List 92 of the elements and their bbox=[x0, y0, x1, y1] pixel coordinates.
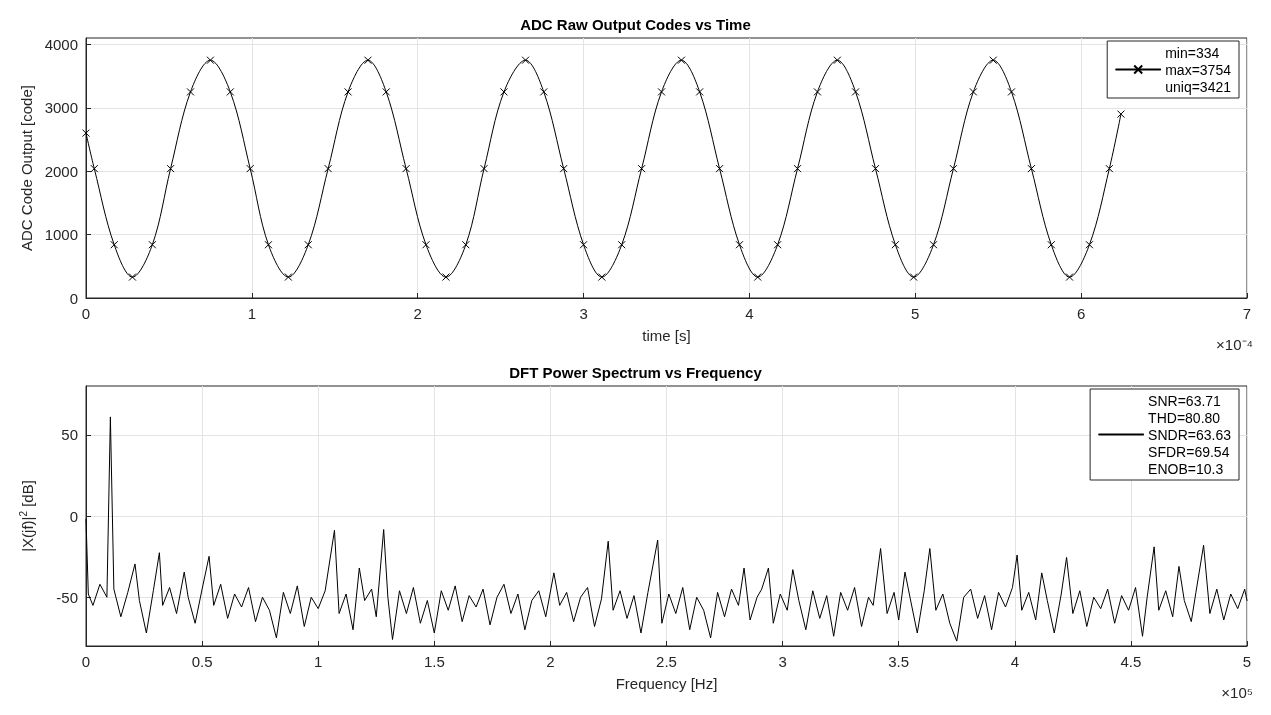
point bbox=[521, 56, 530, 65]
point bbox=[1047, 240, 1056, 249]
point bbox=[90, 164, 99, 173]
y-tick-label: -50 bbox=[56, 588, 78, 606]
point bbox=[891, 240, 900, 249]
point bbox=[499, 87, 508, 96]
x-tick-label: 5 bbox=[911, 305, 920, 322]
point bbox=[344, 87, 353, 96]
point bbox=[969, 87, 978, 96]
x-tick-label: 2 bbox=[546, 653, 555, 670]
point bbox=[833, 56, 842, 65]
point bbox=[246, 164, 255, 173]
point bbox=[1027, 164, 1036, 173]
y-axis-title: ADC Code Output [code] bbox=[17, 85, 35, 251]
point bbox=[715, 164, 724, 173]
y-tick-label: 0 bbox=[69, 507, 78, 525]
point bbox=[851, 87, 860, 96]
point bbox=[579, 240, 588, 249]
text: ×10⁵ bbox=[1221, 684, 1254, 701]
x-tick-label: 3 bbox=[579, 305, 588, 322]
point bbox=[773, 240, 782, 249]
point bbox=[1085, 240, 1094, 249]
point bbox=[441, 273, 450, 282]
point bbox=[148, 240, 157, 249]
point bbox=[871, 164, 880, 173]
point bbox=[363, 56, 372, 65]
point bbox=[480, 164, 489, 173]
x-tick-label: 4 bbox=[1010, 653, 1019, 670]
point bbox=[324, 164, 333, 173]
x-tick-label: 0 bbox=[81, 653, 91, 670]
x-tick-label: 0 bbox=[81, 305, 91, 322]
x-tick-label: 1 bbox=[247, 305, 257, 322]
point bbox=[1007, 87, 1016, 96]
y-tick-label: 1000 bbox=[44, 226, 78, 244]
legend-label: min=334 max=3754 uniq=3421 bbox=[1165, 44, 1232, 95]
x-tick-label: 7 bbox=[1242, 305, 1252, 322]
x-axis-title: time [s] bbox=[642, 327, 691, 344]
x-tick-label: 4 bbox=[745, 305, 754, 322]
point bbox=[989, 56, 998, 65]
point bbox=[909, 273, 918, 282]
point bbox=[559, 164, 568, 173]
x-tick-label: 3 bbox=[778, 653, 787, 670]
point bbox=[597, 273, 606, 282]
point bbox=[226, 87, 235, 96]
x-tick-label: 3.5 bbox=[888, 653, 910, 670]
point bbox=[110, 240, 119, 249]
x-tick-label: 1 bbox=[314, 653, 323, 670]
x-tick-label: 1.5 bbox=[423, 653, 445, 670]
point bbox=[637, 164, 646, 173]
point bbox=[793, 164, 802, 173]
y-tick-label: 4000 bbox=[44, 35, 78, 53]
chart-title: DFT Power Spectrum vs Frequency bbox=[509, 364, 763, 381]
x-tick-label: 5 bbox=[1242, 653, 1252, 670]
point bbox=[695, 87, 704, 96]
point bbox=[284, 273, 293, 282]
x-tick-label: 2.5 bbox=[656, 653, 677, 670]
y-tick-label: 3000 bbox=[44, 99, 78, 117]
legend-label: SNR=63.71 THD=80.80 SNDR=63.63 SFDR=69.54 ENOB=10.3 bbox=[1148, 392, 1232, 477]
point bbox=[539, 87, 548, 96]
point bbox=[735, 240, 744, 249]
point bbox=[186, 87, 195, 96]
point bbox=[657, 87, 666, 96]
point bbox=[264, 240, 273, 249]
point bbox=[813, 87, 822, 96]
point bbox=[1116, 110, 1125, 119]
point bbox=[82, 129, 90, 138]
point bbox=[617, 240, 626, 249]
x-axis-title: Frequency [Hz] bbox=[615, 675, 718, 692]
point bbox=[1105, 164, 1114, 173]
x-tick-label: 6 bbox=[1076, 305, 1086, 322]
y-tick-label: 2000 bbox=[44, 162, 78, 180]
point bbox=[402, 164, 411, 173]
point bbox=[422, 240, 431, 249]
x-tick-label: 4.5 bbox=[1120, 653, 1142, 670]
y-tick-label: 50 bbox=[61, 426, 78, 444]
point bbox=[949, 164, 958, 173]
point bbox=[1065, 273, 1074, 282]
point bbox=[382, 87, 391, 96]
point bbox=[166, 164, 175, 173]
point bbox=[206, 56, 215, 65]
chart-title: ADC Raw Output Codes vs Time bbox=[520, 16, 751, 33]
point bbox=[677, 56, 686, 65]
text: ×10⁻⁴ bbox=[1216, 336, 1253, 353]
point bbox=[461, 240, 470, 249]
y-axis-title: |X(jf)|2 [dB] bbox=[17, 480, 36, 552]
point bbox=[128, 273, 137, 282]
point bbox=[304, 240, 313, 249]
x-tick-label: 0.5 bbox=[191, 653, 213, 670]
y-tick-label: 0 bbox=[69, 289, 78, 307]
x-tick-label: 2 bbox=[413, 305, 422, 322]
point bbox=[929, 240, 938, 249]
point bbox=[753, 273, 762, 282]
